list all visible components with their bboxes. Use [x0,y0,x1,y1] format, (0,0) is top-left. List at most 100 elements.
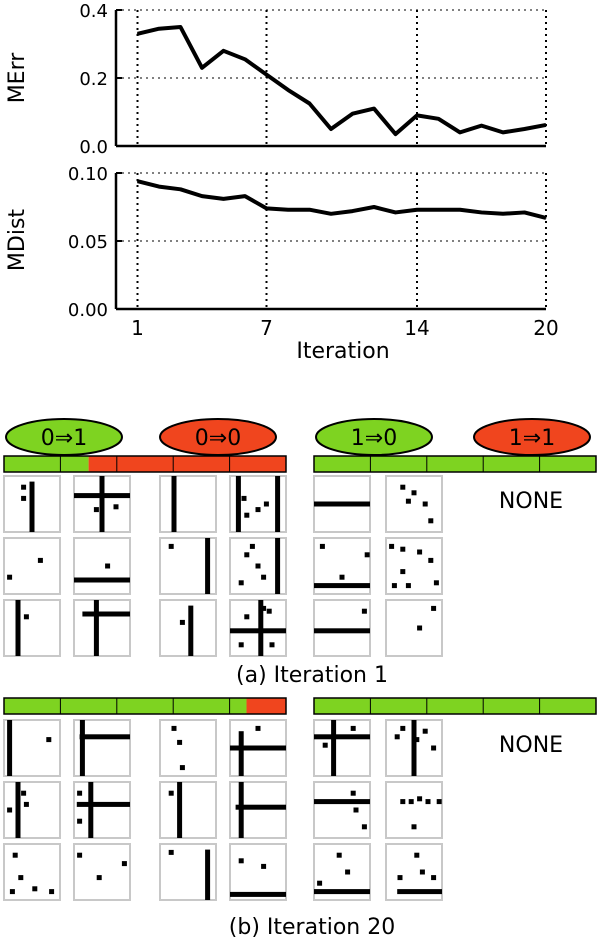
iter20-left-tile-r1-c2-vline [177,782,183,838]
iter1-left-tile-r2-c3-dot [261,605,267,611]
iter20-right-bar [313,697,597,715]
mdist-xtick-label-20: 20 [533,316,558,340]
legend-0to1-ellipse [5,418,123,456]
merr-ylabel: MErr [5,52,30,104]
mdist-point-12 [373,206,375,208]
iter20-right-tile-r1-c0-dot [350,790,356,796]
iter20-left-tile-r1-c0-dot [23,801,29,807]
merr-point-20 [545,124,547,126]
mdist-ytick-label-1: 0.05 [68,232,108,253]
mdist-ytick-label-0: 0.00 [68,300,108,321]
iter1-left-tile-r1-c1-frame [73,537,131,595]
iter1-left-tile-r0-c3-dot [241,495,247,501]
none-label-iter1: NONE [499,489,563,514]
iter20-left-tile-r2-c0-dot [9,889,15,895]
mdist-point-8 [287,209,289,211]
iter20-left-tile-r2-c0-dot [32,886,38,892]
iter1-left-tile-r2-c2 [159,599,217,657]
mdist-ytick-label-2: 0.10 [68,164,108,185]
iter1-right-tile-r0-c0 [313,475,371,533]
iter1-left-bar [3,455,287,473]
iter1-right-tile-r1-c1 [385,537,443,595]
iter1-left-tile-r0-c3-dot [244,512,250,518]
merr-point-8 [287,89,289,91]
mdist-point-3 [179,188,182,190]
iter20-left-tile-r2-c3-dot [261,863,267,869]
legend-1to0-ellipse [315,418,433,456]
iter1-left-tile-r0-c3-dot [255,507,261,513]
iter1-left-bar-red [88,456,286,472]
caption-iter20: (b) Iteration 20 [229,915,395,940]
legend-1to1-ellipse [473,418,591,456]
mdist-point-9 [308,209,311,211]
iter1-right-tile-r1-c0-dot [339,574,345,580]
iter20-left-tile-r0-c3-dot [255,725,261,731]
iter20-left-tile-r2-c2 [159,843,217,901]
iter1-right-bar [313,455,597,473]
mdist-point-1 [136,180,139,182]
iter1-left-tile-r1-c3-dot [249,543,255,549]
merr-series-line [137,25,547,137]
iter20-left-bar-green [4,698,247,714]
iter20-left-tile-r0-c0-vline [7,720,13,776]
merr-point-3 [179,26,182,28]
iter20-left-tile-r1-c1-frame [73,781,131,839]
iter1-left-tile-r2-c3-vline [258,600,264,656]
iter1-right-tile-r1-c1-dot [400,546,406,552]
iter20-left-tile-r0-c1-vline [79,720,85,776]
mdist-point-19 [523,211,526,214]
iter1-right-tile-r2-c0 [313,599,371,657]
iter1-left-bar-green [4,456,89,472]
iter20-right-tile-r2-c1-dot [431,875,437,881]
iter20-right-tile-r2-c0-dot [317,880,323,886]
iter20-left-tile-r1-c0 [3,781,61,839]
iter20-left-tile-r0-c2-frame [159,719,217,777]
legend-0to1-label: 0⇒1 [41,426,87,451]
iter20-right-tile-r0-c1-dot [400,725,406,731]
iter20-left-tile-r2-c2-vline [205,849,211,900]
iter20-right-tile-r2-c1-dot [414,852,420,858]
iter1-left-tile-r1-c0-frame [3,537,61,595]
iter1-left-tile-r2-c3-dot [244,614,250,620]
mdist-point-16 [459,209,461,211]
iter1-right-bar-green [314,456,596,472]
iter1-left-tile-r2-c1-frame [73,599,131,657]
iter20-left-tile-r0-c3-vline [238,731,244,776]
iter20-left-tile-r0-c1 [73,719,131,777]
iter20-right-tile-r1-c1-dot [436,799,442,805]
iter1-right-tile-r2-c0-hline [314,628,370,634]
legend-0to0-label: 0⇒0 [195,426,241,451]
x-axis-label: Iteration [296,339,389,364]
iter1-left-tile-r2-c2-vline [188,605,194,656]
iter1-right-tile-r2-c1-dot [431,605,437,611]
iter1-left-tile-r1-c2-vline [205,538,211,594]
iter20-left-tile-r1-c0-dot [7,807,13,813]
iter20-right-tile-r1-c1-dot [425,799,431,805]
mdist-point-18 [502,213,504,215]
iter1-right-tile-r2-c1-dot [417,625,423,631]
iter20-left-tile-r2-c3-dot [238,858,244,864]
iter20-right-tile-r0-c1-dot [431,745,437,751]
mdist-point-17 [480,211,483,214]
merr-point-9 [308,102,311,105]
iter1-right-tile-r0-c1-dot [400,484,406,490]
iter1-left-tile-r0-c1-dot [113,504,119,510]
iter1-right-tile-r0-c1 [385,475,443,533]
iter20-right-tile-r1-c1-dot [417,796,423,802]
iter1-left-tile-r0-c3 [229,475,287,533]
iter1-left-tile-r2-c2-frame [159,599,217,657]
iter20-left-tile-r2-c2-dot [168,849,174,855]
iter1-right-tile-r0-c0-hline [314,501,370,507]
iter20-right-tile-r1-c1 [385,781,443,839]
tile-panels [3,455,597,901]
mdist-series-line [137,179,547,220]
iter1-left-tile-r2-c3 [229,599,287,657]
iter1-left-tile-r0-c1-hline [74,493,130,499]
mdist-point-4 [201,195,203,197]
iter1-left-tile-r1-c3-dot [255,563,261,569]
iter20-left-tile-r1-c3-vline [238,782,244,838]
iter20-left-tile-r2-c3-frame [229,843,287,901]
iter20-left-tile-r1-c2 [159,781,217,839]
iter20-right-tile-r0-c1-dot [394,734,400,740]
